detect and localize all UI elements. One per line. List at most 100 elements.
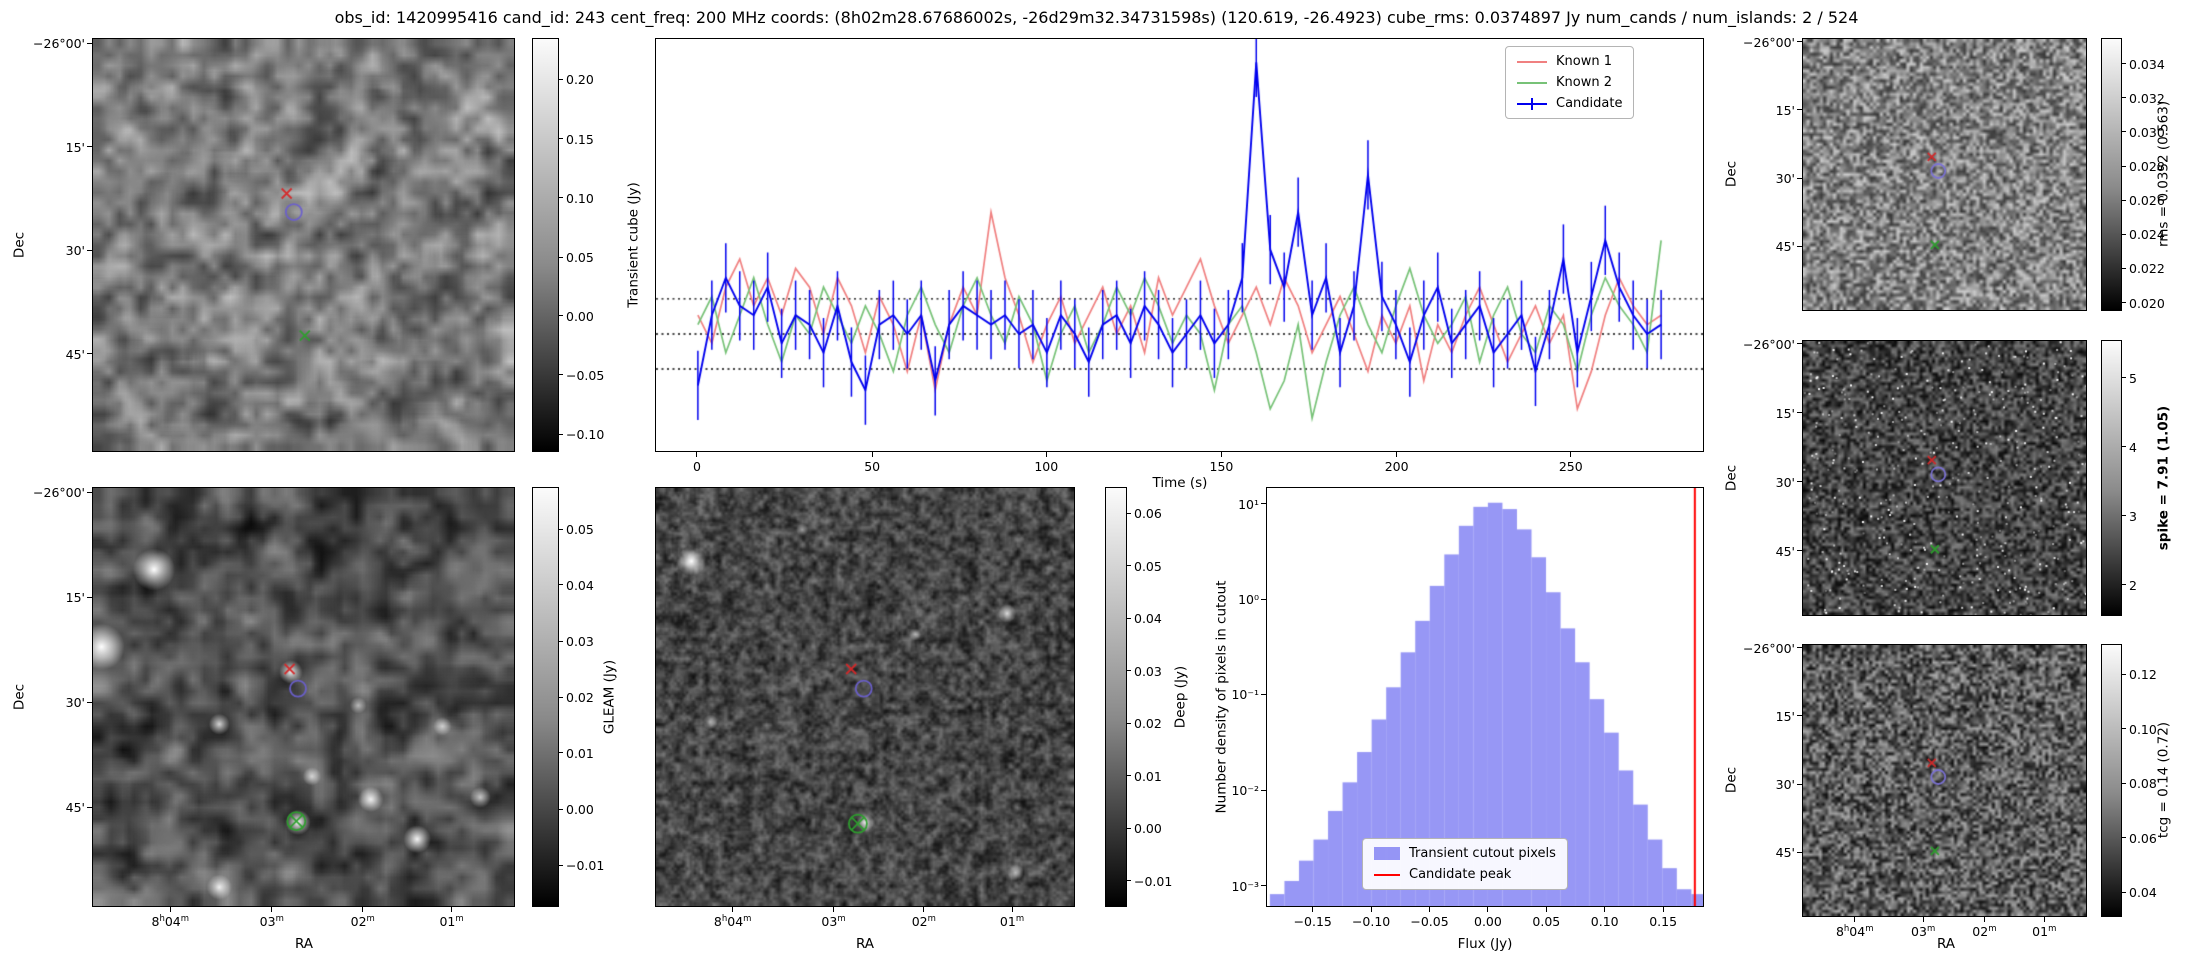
transient-cube-image	[93, 39, 514, 451]
colorbar-tick-mark	[1127, 880, 1131, 882]
y-tick-mark	[1797, 412, 1802, 414]
y-tick-label: 10⁻¹	[1231, 687, 1259, 703]
y-tick-mark	[1797, 481, 1802, 483]
legend-entry-label: Known 1	[1556, 54, 1612, 69]
y-tick-label: −26°00'	[33, 36, 85, 52]
deep-image	[656, 488, 1074, 906]
y-tick-label: 10⁻³	[1231, 878, 1259, 894]
colorbar-tick-label: 0.04	[1134, 611, 1162, 627]
y-tick-label: 15'	[65, 139, 85, 155]
y-tick-label: 10⁻²	[1231, 783, 1259, 799]
y-tick-label: 15'	[65, 590, 85, 606]
x-tick-mark	[1487, 907, 1489, 912]
ra-axis-label-gleam: RA	[294, 936, 314, 952]
colorbar-tick-mark	[559, 752, 563, 754]
colorbar-tick-label: 0.05	[1134, 558, 1162, 574]
colorbar-tick-mark	[559, 197, 563, 199]
colorbar-tick-mark	[2122, 891, 2126, 893]
rms-colorbar-label: rms = 0.0352 (0.563)	[2155, 100, 2172, 248]
y-tick-label: 30'	[65, 243, 85, 259]
y-tick-label: 45'	[1775, 239, 1795, 255]
colorbar-tick-label: 0.02	[566, 690, 594, 705]
y-tick-label: 15'	[1775, 102, 1795, 118]
x-tick-mark	[1854, 917, 1856, 922]
colorbar-tick-label: 0.022	[2129, 261, 2165, 277]
colorbar-tick-label: 3	[2129, 508, 2137, 524]
x-tick-mark	[833, 907, 834, 912]
x-tick-label: 0.15	[1649, 914, 1678, 929]
colorbar-tick-label: 0.030	[2129, 124, 2165, 140]
y-tick-label: 45'	[65, 800, 85, 816]
y-tick-label: 45'	[1775, 845, 1795, 861]
y-tick-mark	[1797, 177, 1802, 179]
x-tick-mark	[1011, 907, 1013, 912]
rms-image	[1803, 39, 2086, 310]
colorbar-tick-label: 0.024	[2129, 227, 2165, 243]
x-tick-label: 01m	[439, 914, 464, 930]
colorbar-tick-mark	[2122, 446, 2126, 448]
colorbar-tick-mark	[559, 528, 563, 530]
colorbar-tick-mark	[1127, 617, 1131, 619]
x-tick-label: 100	[1034, 459, 1059, 474]
legend-line-swatch	[1517, 60, 1547, 63]
legend-line-swatch	[1517, 81, 1547, 84]
spike-image	[1803, 341, 2086, 615]
figure-title: obs_id: 1420995416 cand_id: 243 cent_fre…	[334, 8, 1859, 27]
gleam-image-panel	[92, 487, 515, 907]
x-tick-mark	[1662, 907, 1664, 912]
y-tick-mark	[1261, 693, 1266, 695]
x-tick-mark	[1545, 907, 1547, 912]
x-tick-label: −0.05	[1410, 914, 1449, 929]
x-tick-label: 0.00	[1474, 914, 1502, 929]
legend-line-swatch	[1517, 97, 1547, 110]
legend-entry: Known 2	[1517, 75, 1622, 90]
colorbar-tick-label: 0.12	[2129, 667, 2157, 683]
legend-line-swatch	[1374, 873, 1400, 876]
deep-image-panel	[655, 487, 1075, 907]
x-tick-label: 8h04m	[1835, 924, 1874, 940]
colorbar-tick-mark	[559, 315, 563, 317]
x-tick-mark	[1570, 452, 1572, 457]
flux-histogram-plot	[1267, 488, 1703, 906]
legend-entry: Known 1	[1517, 54, 1622, 69]
x-tick-label: 150	[1209, 459, 1234, 474]
colorbar-tick-label: 0.01	[566, 745, 594, 761]
x-tick-mark	[1220, 452, 1222, 457]
tcg-image	[1803, 645, 2086, 916]
colorbar-tick-mark	[559, 696, 563, 698]
x-tick-mark	[1429, 907, 1430, 912]
y-tick-mark	[87, 249, 92, 251]
x-tick-label: 02m	[1972, 924, 1997, 940]
spike-image-panel	[1802, 340, 2087, 616]
x-tick-label: 02m	[911, 914, 936, 930]
colorbar-tick-label: 0.032	[2129, 90, 2165, 106]
x-tick-mark	[1922, 917, 1924, 922]
colorbar-tick-label: 0.05	[566, 522, 594, 537]
transient-cube-image-panel	[92, 38, 515, 452]
y-tick-label: 15'	[1775, 708, 1795, 724]
legend-entry-label: Known 2	[1556, 75, 1612, 90]
lightcurve-y-label: Transient cube (Jy)	[625, 182, 642, 308]
x-tick-label: 0.05	[1532, 914, 1561, 929]
y-tick-mark	[1797, 647, 1802, 649]
colorbar-tick-mark	[2122, 673, 2126, 675]
colorbar-tick-label: 0.20	[566, 72, 594, 88]
y-tick-mark	[1797, 550, 1802, 552]
legend-patch-swatch	[1374, 847, 1400, 860]
colorbar-tick-label: 0.03	[1134, 663, 1162, 679]
colorbar-tick-mark	[559, 640, 563, 642]
tcg-colorbar-label: tcg = 0.14 (0.72)	[2155, 721, 2172, 839]
colorbar-tick-mark	[1127, 827, 1131, 829]
x-tick-mark	[1370, 907, 1372, 912]
colorbar-tick-mark	[2122, 267, 2126, 269]
y-tick-label: 45'	[1775, 543, 1795, 559]
y-tick-mark	[1797, 715, 1802, 717]
y-tick-mark	[87, 42, 92, 44]
x-tick-label: −0.15	[1293, 914, 1332, 929]
legend-entry-label: Transient cutout pixels	[1409, 846, 1556, 861]
x-tick-label: 03m	[821, 914, 846, 930]
y-tick-label: 30'	[1775, 777, 1795, 793]
x-tick-label: 8h04m	[151, 914, 190, 930]
colorbar-tick-mark	[2122, 584, 2126, 586]
